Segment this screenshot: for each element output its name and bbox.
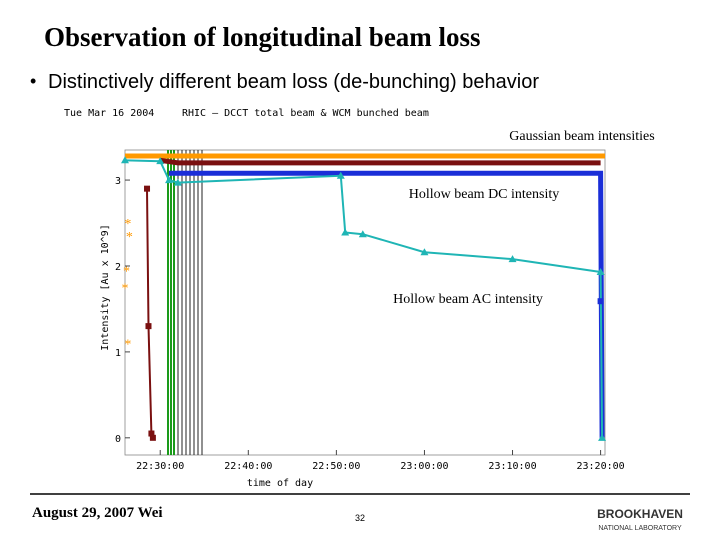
point (598, 433, 607, 441)
point (420, 248, 429, 256)
x-tick-label: 23:00:00 (400, 461, 448, 472)
point (341, 228, 350, 236)
point (148, 430, 155, 437)
y-tick-label: 3 (115, 176, 121, 187)
y-tick-label: 1 (115, 348, 121, 359)
x-axis-label: time of day (247, 478, 313, 489)
logo: BROOKHAVEN (597, 507, 683, 521)
plot: 0 1 2 3 22:30:00 22:40:00 22:50:00 23:00:00 23:1… (100, 149, 625, 489)
point (508, 255, 517, 263)
point (597, 298, 604, 305)
page-number: 32 (355, 513, 365, 523)
logo-sub: NATIONAL LABORATORY (598, 525, 682, 532)
bullet-text: Distinctively different beam loss (de-bu… (48, 71, 539, 93)
point: * (126, 230, 133, 245)
x-tick-label: 22:30:00 (136, 461, 184, 472)
point: * (122, 281, 129, 296)
chart-title: Tue Mar 16 2004 (64, 108, 154, 119)
bullet-dot: • (30, 71, 36, 91)
point (596, 268, 605, 275)
x-tick-label: 22:40:00 (224, 461, 272, 472)
point (173, 178, 182, 186)
y-tick-label: 2 (115, 262, 121, 273)
annotation: Hollow beam AC intensity (393, 292, 543, 307)
plot-area (124, 149, 606, 456)
point (144, 185, 151, 192)
point (165, 176, 174, 184)
x-tick-label: 23:10:00 (488, 461, 536, 472)
chart-subtitle: RHIC – DCCT total beam & WCM bunched bea… (182, 108, 429, 119)
point (149, 434, 156, 441)
x-tick-label: 23:20:00 (577, 461, 625, 472)
point (156, 157, 165, 165)
slide-title: Observation of longitudinal beam loss (44, 22, 481, 52)
point (121, 156, 129, 164)
point (336, 171, 345, 179)
footer-date: August 29, 2007 Wei (32, 505, 163, 521)
annotation: Gaussian beam intensities (509, 129, 654, 144)
y-axis-label: Intensity [Au x 10^9] (100, 224, 111, 350)
point: * (124, 217, 131, 232)
series-line (159, 157, 601, 166)
point: * (123, 264, 130, 279)
y-tick-label: 0 (115, 434, 121, 445)
point (358, 230, 367, 238)
point: * (124, 337, 131, 352)
x-tick-label: 22:50:00 (312, 461, 360, 472)
annotation: Hollow beam DC intensity (409, 187, 560, 202)
point (145, 323, 152, 330)
